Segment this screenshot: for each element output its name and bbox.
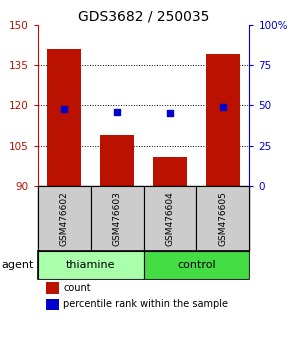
Text: percentile rank within the sample: percentile rank within the sample — [63, 299, 228, 309]
Bar — [144, 251, 249, 279]
Text: agent: agent — [1, 260, 33, 270]
Bar — [38, 251, 144, 279]
Text: thiamine: thiamine — [66, 260, 115, 270]
Bar — [46, 299, 59, 310]
Bar — [153, 156, 187, 186]
Text: GSM476604: GSM476604 — [166, 191, 175, 246]
Point — [62, 106, 66, 112]
Point — [221, 104, 225, 110]
Bar — [46, 282, 59, 294]
Title: GDS3682 / 250035: GDS3682 / 250035 — [78, 10, 209, 24]
Bar — [197, 186, 249, 251]
Text: control: control — [177, 260, 216, 270]
Text: GSM476605: GSM476605 — [218, 191, 227, 246]
Bar — [100, 135, 134, 186]
Bar — [47, 49, 81, 186]
Bar — [38, 186, 90, 251]
Bar — [144, 186, 196, 251]
Point — [115, 109, 119, 115]
Bar — [206, 55, 240, 186]
Text: count: count — [63, 283, 91, 293]
Bar — [90, 186, 144, 251]
Text: GSM476603: GSM476603 — [113, 191, 122, 246]
Point — [168, 111, 172, 116]
Text: GSM476602: GSM476602 — [60, 191, 69, 246]
